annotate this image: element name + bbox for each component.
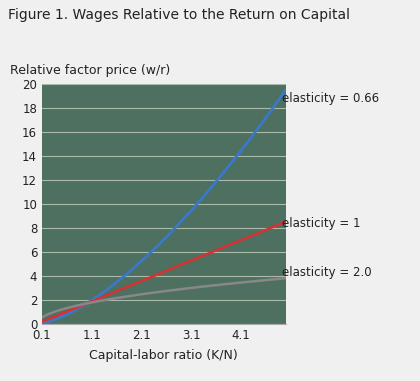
Text: Figure 1. Wages Relative to the Return on Capital: Figure 1. Wages Relative to the Return o…: [8, 8, 350, 22]
Text: Relative factor price (w/r): Relative factor price (w/r): [10, 64, 171, 77]
Text: elasticity = 0.66: elasticity = 0.66: [282, 92, 379, 105]
Text: elasticity = 1: elasticity = 1: [282, 216, 360, 229]
X-axis label: Capital-labor ratio (K/N): Capital-labor ratio (K/N): [89, 349, 238, 362]
Text: elasticity = 2.0: elasticity = 2.0: [282, 266, 371, 279]
